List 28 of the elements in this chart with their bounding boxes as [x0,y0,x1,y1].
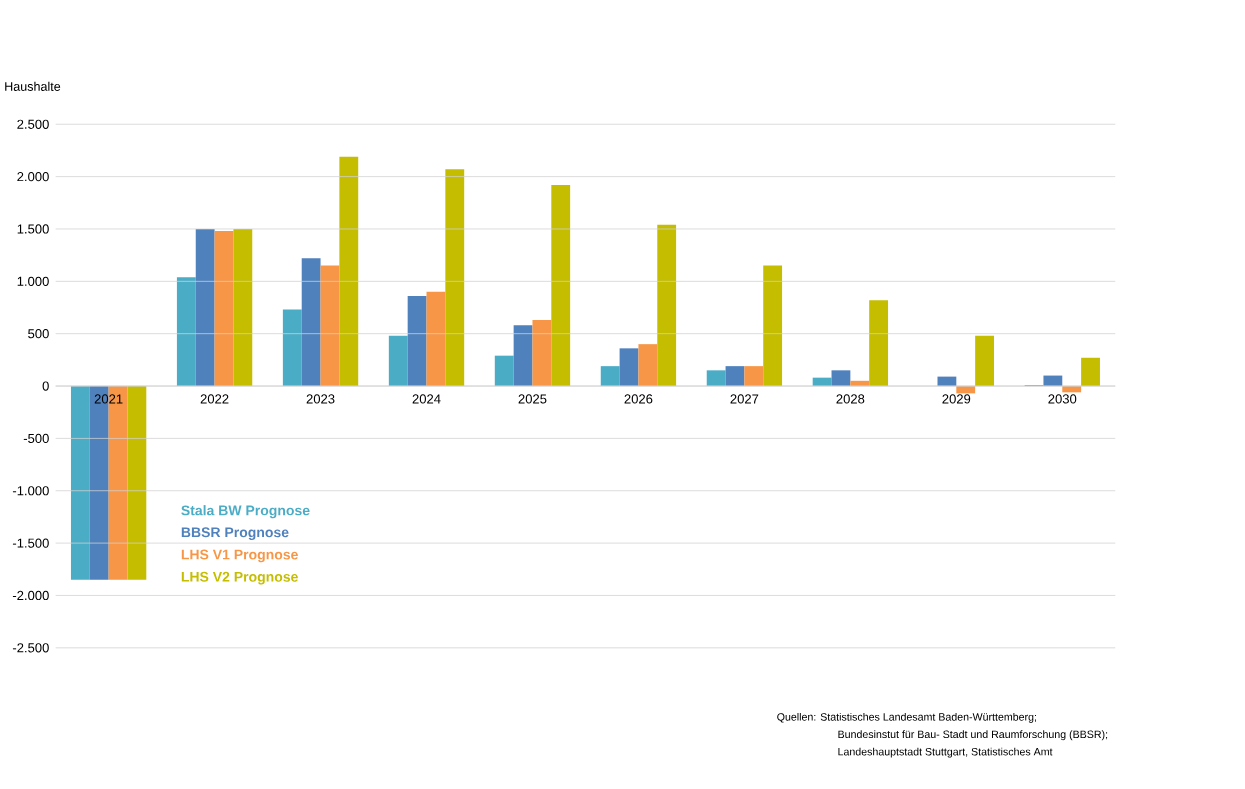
y-tick-label: 2.500 [17,119,49,129]
y-tick-label: -1.000 [12,486,49,496]
y-tick-label: -2.000 [12,590,49,600]
x-tick-label: 2029 [942,394,971,404]
text: Bundesinstut für Bau- Stadt und Raumforschung (BBSR); [838,730,1108,741]
x-tick-label: 2025 [518,394,547,404]
x-tick-label: 2026 [624,394,653,404]
x-tick-label: 2030 [1048,394,1077,404]
y-tick-label: 500 [28,328,49,339]
x-tick-label: 2022 [200,394,229,404]
source-note: Quellen: Statistisches Landesamt Baden-Württemberg; [777,712,1036,723]
x-tick-label: 2027 [730,394,759,404]
y-tick-label: 1.500 [17,224,49,234]
y-tick-label: 1.000 [17,276,49,286]
x-tick-label: 2024 [412,394,441,404]
text: BBSR Prognose [181,527,289,540]
y-tick-label: -500 [23,433,49,443]
text: LHS V1 Prognose [181,549,298,563]
x-tick-label: 2023 [306,394,335,404]
x-tick-label: 2028 [836,394,865,404]
y-tick-label: -1.500 [12,538,49,548]
y-tick-label: 2.000 [17,171,49,182]
y-axis-title: Haushalte [5,81,61,91]
text: Stala BW Prognose [181,505,310,519]
y-tick-label: 0 [42,381,49,391]
text: LHS V2 Prognose [181,571,298,585]
text: Landeshauptstadt Stuttgart, Statistisches Amt [838,747,1053,758]
y-tick-label: -2.500 [12,643,49,653]
